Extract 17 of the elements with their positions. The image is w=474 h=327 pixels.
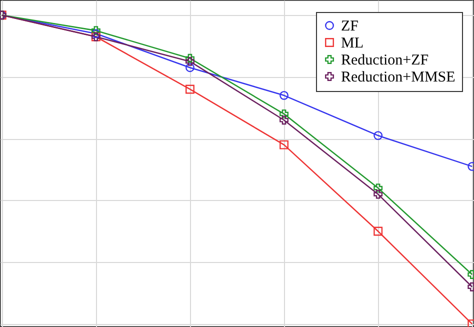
legend-label: ML xyxy=(341,36,364,52)
point xyxy=(186,84,194,94)
point xyxy=(374,226,383,236)
legend-label: Reduction+ZF xyxy=(341,52,429,68)
point xyxy=(280,116,288,125)
point xyxy=(374,131,383,140)
point xyxy=(280,109,288,118)
legend-label: Reduction+MMSE xyxy=(341,70,456,86)
point xyxy=(280,140,288,150)
point xyxy=(91,26,100,36)
point xyxy=(186,56,194,66)
legend-label: ZF xyxy=(341,18,359,34)
point xyxy=(280,90,288,100)
point xyxy=(186,54,194,63)
point xyxy=(374,184,383,193)
point xyxy=(374,190,383,199)
point xyxy=(186,63,194,72)
